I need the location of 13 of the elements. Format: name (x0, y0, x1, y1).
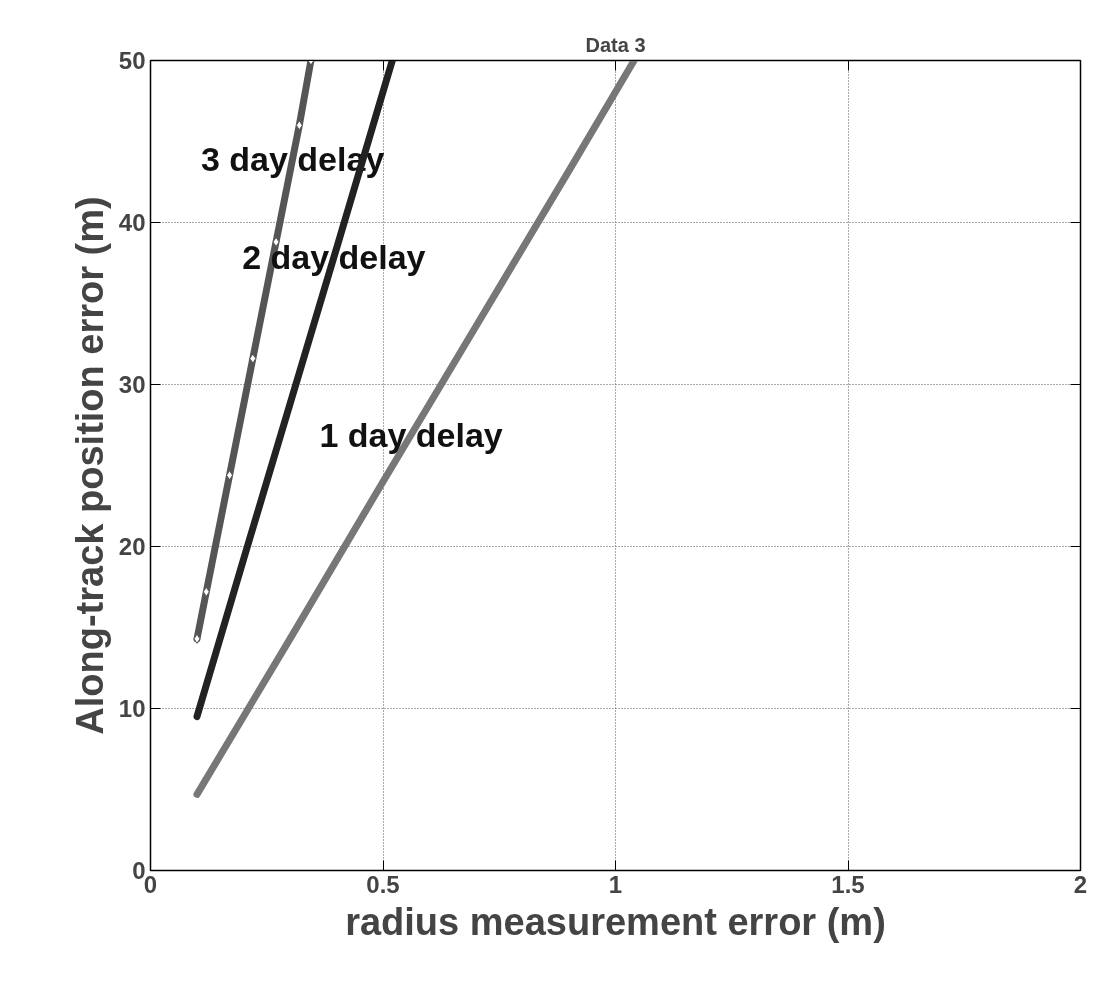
y-tick-label: 20 (118, 533, 146, 560)
y-tick-label: 30 (118, 371, 146, 398)
x-tick-label: 0.5 (366, 870, 400, 898)
y-axis-title: Along-track position error (m) (68, 196, 111, 735)
x-tick-label: 2 (1073, 870, 1088, 898)
series-label: 1 day delay (319, 415, 503, 454)
x-tick-label: 1 (608, 870, 623, 898)
y-tick-label: 50 (118, 47, 146, 74)
x-axis-title: radius measurement error (m) (345, 900, 886, 943)
y-tick-label: 40 (118, 209, 146, 236)
y-tick-label: 10 (118, 695, 146, 722)
x-tick-label: 1.5 (831, 870, 865, 898)
chart-title: Data 3 (585, 33, 646, 56)
